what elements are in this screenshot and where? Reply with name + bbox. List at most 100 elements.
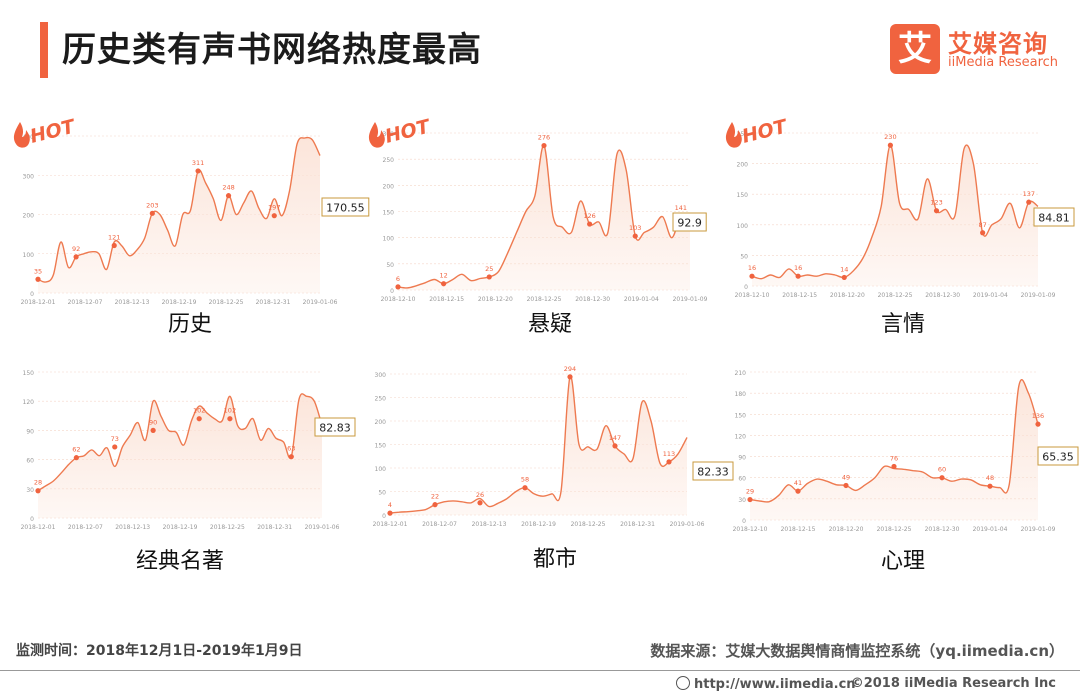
globe-icon	[676, 676, 690, 690]
data-point	[749, 273, 755, 279]
x-tick-label: 2018-12-31	[620, 521, 655, 528]
data-point	[933, 208, 940, 214]
data-label: 92	[72, 245, 80, 253]
iimedia-logo: 艾 艾媒咨询 iiMedia Research	[890, 24, 1060, 76]
data-label: 41	[794, 479, 802, 487]
data-point	[939, 475, 945, 481]
y-tick-label: 300	[375, 372, 387, 379]
data-point	[288, 454, 294, 460]
data-point	[195, 168, 201, 174]
x-tick-label: 2018-12-19	[162, 299, 197, 306]
y-tick-label: 120	[23, 399, 35, 406]
x-tick-label: 2019-01-04	[973, 526, 1008, 533]
y-tick-label: 250	[383, 157, 395, 164]
y-tick-label: 120	[735, 433, 747, 440]
data-point	[795, 273, 801, 279]
y-tick-label: 200	[375, 419, 387, 426]
data-label: 113	[663, 450, 675, 458]
y-tick-label: 200	[383, 183, 395, 190]
data-label: 12	[439, 272, 447, 280]
website-url[interactable]: http://www.iimedia.cn	[694, 677, 856, 692]
data-label: 276	[538, 134, 550, 142]
data-point	[980, 230, 986, 236]
chart-title-romance: 言情	[880, 312, 925, 337]
data-label: 28	[34, 479, 42, 487]
data-point	[150, 427, 156, 433]
title-accent-bar	[40, 22, 48, 78]
data-label: 6	[396, 275, 400, 283]
x-tick-label: 2018-12-15	[781, 526, 816, 533]
latest-value-box	[1037, 446, 1079, 466]
data-point	[587, 221, 593, 227]
x-tick-label: 2018-12-25	[527, 296, 562, 303]
data-point	[843, 482, 849, 489]
logo-chinese-name: 艾媒咨询	[948, 30, 1048, 58]
data-point	[112, 444, 118, 450]
chart-suspense: 0 50 100 150 200 250 300 2018-12-10 2018-12-15 20…	[368, 115, 708, 303]
monitoring-period: 监测时间：2018年12月1日-2019年1月9日	[16, 643, 303, 659]
data-point	[567, 374, 573, 380]
latest-value-box	[692, 461, 734, 481]
y-tick-label: 50	[378, 490, 386, 497]
y-tick-label: 30	[738, 497, 746, 504]
data-label: 63	[287, 445, 295, 453]
hot-label: HOT	[383, 115, 434, 148]
y-tick-label: 210	[735, 370, 747, 377]
data-label: 26	[476, 491, 484, 499]
data-label: 126	[583, 212, 595, 220]
data-label: 294	[564, 365, 576, 373]
x-tick-label: 2018-12-31	[257, 524, 292, 531]
chart-title-suspense: 悬疑	[527, 312, 572, 337]
x-tick-label: 2018-12-13	[115, 524, 150, 531]
data-label: 311	[192, 159, 204, 167]
x-tick-label: 2018-12-20	[829, 526, 864, 533]
y-tick-label: 180	[735, 391, 747, 398]
data-label: 60	[938, 466, 946, 474]
chart-psychology: 0 30 60 90 120 150 180 210 2018-12-10 2018-12-15 2…	[733, 370, 1079, 533]
footer-divider	[0, 670, 1080, 671]
area-fill	[752, 145, 1038, 286]
y-tick-label: 150	[375, 443, 387, 450]
x-tick-label: 2019-01-09	[1021, 292, 1056, 299]
data-label: 141	[675, 204, 687, 212]
data-label: 102	[224, 407, 236, 415]
data-point	[522, 485, 528, 491]
x-tick-label: 2018-12-07	[422, 521, 457, 528]
y-tick-label: 0	[30, 516, 34, 523]
x-tick-label: 2018-12-25	[877, 526, 912, 533]
x-tick-label: 2018-12-07	[68, 524, 103, 531]
x-tick-label: 2019-01-04	[624, 296, 659, 303]
y-tick-label: 200	[737, 162, 749, 169]
y-tick-label: 150	[737, 192, 749, 199]
data-label: 248	[222, 184, 234, 192]
y-tick-label: 100	[375, 466, 387, 473]
x-tick-label: 2018-12-30	[925, 526, 960, 533]
data-label: 203	[146, 201, 158, 209]
latest-value-label: 84.81	[1038, 212, 1070, 225]
data-point	[225, 193, 232, 199]
data-label: 73	[111, 435, 119, 443]
series-line	[389, 375, 688, 514]
data-point	[841, 274, 847, 281]
y-tick-label: 150	[383, 210, 395, 217]
latest-value-box	[1033, 207, 1075, 227]
latest-value-label: 82.33	[697, 466, 729, 479]
data-label: 49	[842, 473, 850, 481]
y-tick-label: 0	[744, 284, 748, 291]
logo-english-name: iiMedia Research	[948, 55, 1059, 70]
y-tick-label: 30	[26, 487, 34, 494]
data-point	[747, 496, 753, 503]
x-tick-label: 2018-12-10	[381, 296, 416, 303]
page-title: 历史类有声书网络热度最高	[62, 30, 482, 70]
data-point	[612, 443, 618, 449]
x-tick-label: 2018-12-20	[830, 292, 865, 299]
website-link[interactable]: http://www.iimedia.cn	[676, 676, 856, 692]
x-tick-label: 2018-12-20	[478, 296, 513, 303]
chart-urban: 0 50 100 150 200 250 300 2018-12-01 2018-12-07 20…	[373, 365, 734, 528]
data-label: 121	[108, 234, 120, 242]
data-point	[891, 463, 897, 470]
latest-value-label: 82.83	[319, 422, 351, 435]
latest-value-label: 92.9	[677, 217, 702, 230]
x-tick-label: 2019-01-06	[305, 524, 340, 531]
y-tick-label: 0	[390, 288, 394, 295]
